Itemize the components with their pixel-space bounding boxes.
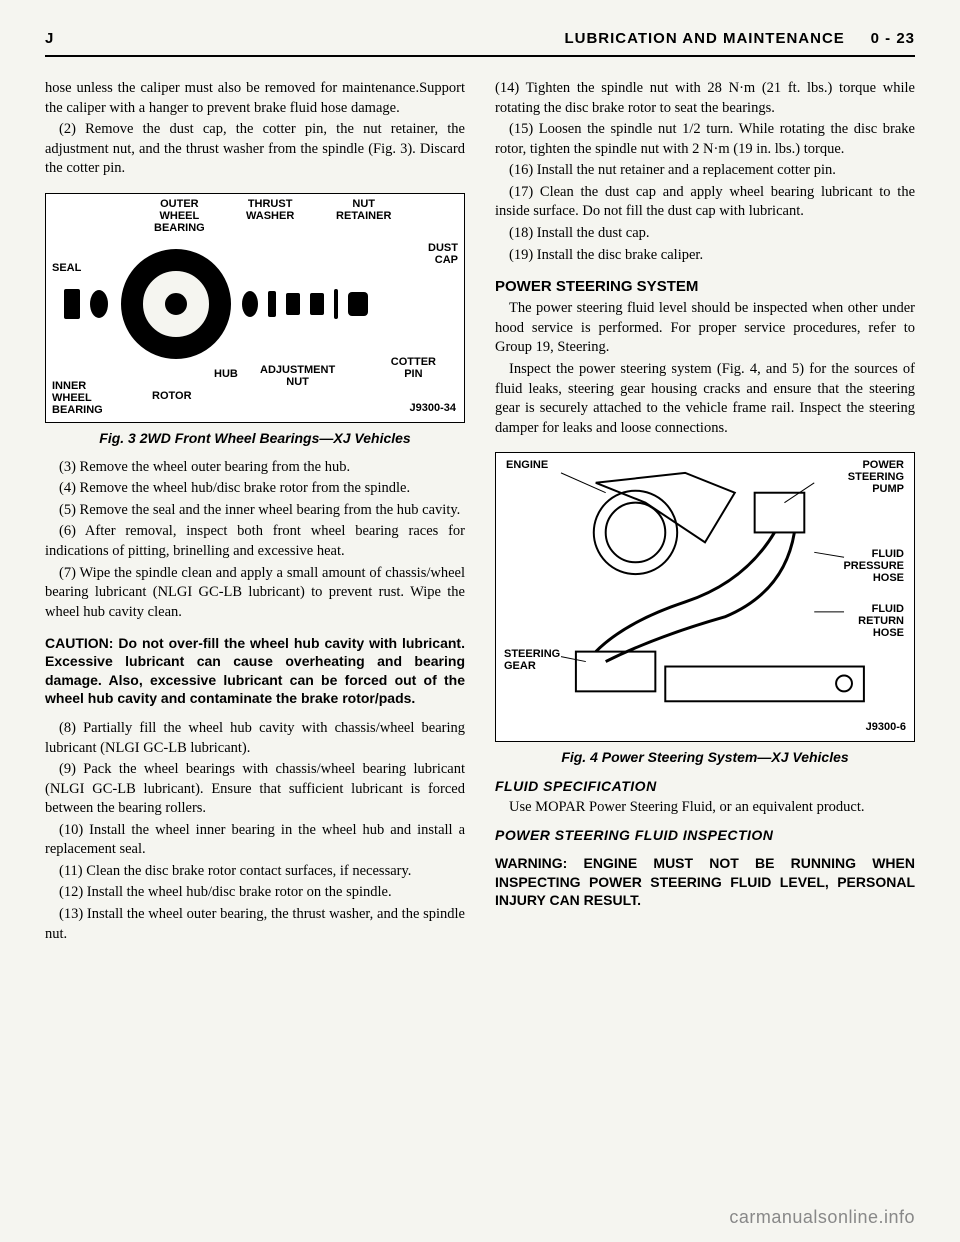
label-adjustment-nut: ADJUSTMENTNUT (260, 364, 335, 388)
para-3: (3) Remove the wheel outer bearing from … (45, 458, 465, 478)
figure-4-ref: J9300-6 (866, 720, 906, 735)
para-6: (6) After removal, inspect both front wh… (45, 522, 465, 561)
content-columns: hose unless the caliper must also be rem… (45, 79, 915, 946)
para-11: (11) Clean the disc brake rotor contact … (45, 862, 465, 882)
para-17: (17) Clean the dust cap and apply wheel … (495, 183, 915, 222)
para-10: (10) Install the wheel inner bearing in … (45, 821, 465, 860)
para-2: (2) Remove the dust cap, the cotter pin,… (45, 120, 465, 179)
para-16: (16) Install the nut retainer and a repl… (495, 161, 915, 181)
label-rotor: ROTOR (152, 390, 192, 402)
watermark: carmanualsonline.info (729, 1207, 915, 1228)
para-4: (4) Remove the wheel hub/disc brake roto… (45, 479, 465, 499)
page-header: J LUBRICATION AND MAINTENANCE 0 - 23 (45, 30, 915, 47)
label-nut-retainer: NUTRETAINER (336, 198, 391, 222)
label-hub: HUB (214, 368, 238, 380)
para-7: (7) Wipe the spindle clean and apply a s… (45, 564, 465, 623)
header-rule (45, 55, 915, 57)
para-5: (5) Remove the seal and the inner wheel … (45, 501, 465, 521)
figure-4-caption: Fig. 4 Power Steering System—XJ Vehicles (495, 748, 915, 767)
figure-4-svg (496, 453, 914, 741)
seal-shape (64, 289, 80, 319)
label-inner-wheel-bearing: INNERWHEELBEARING (52, 380, 103, 416)
para-14: (14) Tighten the spindle nut with 28 N·m… (495, 79, 915, 118)
figure-3-ref: J9300-34 (410, 401, 457, 416)
para-19: (19) Install the disc brake caliper. (495, 246, 915, 266)
header-page: 0 - 23 (871, 30, 915, 47)
subheading-fluid-spec: FLUID SPECIFICATION (495, 777, 915, 796)
para-13: (13) Install the wheel outer bearing, th… (45, 905, 465, 944)
dust-cap-shape (348, 292, 368, 316)
label-dust-cap: DUSTCAP (428, 242, 458, 266)
para-18: (18) Install the dust cap. (495, 224, 915, 244)
para-8: (8) Partially fill the wheel hub cavity … (45, 719, 465, 758)
hub-center (165, 293, 187, 315)
warning-text: WARNING: ENGINE MUST NOT BE RUNNING WHEN… (495, 854, 915, 909)
adj-nut-shape (286, 293, 300, 315)
para-intro: hose unless the caliper must also be rem… (45, 79, 465, 118)
nut-retainer-shape (310, 293, 324, 315)
header-right: LUBRICATION AND MAINTENANCE 0 - 23 (564, 30, 915, 47)
figure-3-box: OUTERWHEELBEARING THRUSTWASHER NUTRETAIN… (45, 193, 465, 423)
label-cotter-pin: COTTERPIN (391, 356, 436, 380)
right-column: (14) Tighten the spindle nut with 28 N·m… (495, 79, 915, 946)
para-ps1: The power steering fluid level should be… (495, 299, 915, 358)
para-12: (12) Install the wheel hub/disc brake ro… (45, 883, 465, 903)
figure-3-caption: Fig. 3 2WD Front Wheel Bearings—XJ Vehic… (45, 429, 465, 448)
figure-4-box: ENGINE POWERSTEERINGPUMP FLUIDPRESSUREHO… (495, 452, 915, 742)
thrust-washer-shape (268, 291, 276, 317)
header-section: LUBRICATION AND MAINTENANCE (564, 30, 844, 47)
para-15: (15) Loosen the spindle nut 1/2 turn. Wh… (495, 120, 915, 159)
heading-power-steering: POWER STEERING SYSTEM (495, 277, 915, 297)
caution-text: CAUTION: Do not over-fill the wheel hub … (45, 634, 465, 707)
para-fluid-spec: Use MOPAR Power Steering Fluid, or an eq… (495, 798, 915, 818)
subheading-fluid-inspection: POWER STEERING FLUID INSPECTION (495, 826, 915, 845)
outer-bearing-shape (242, 291, 258, 317)
label-seal: SEAL (52, 262, 81, 274)
cotter-pin-shape (334, 289, 338, 319)
para-ps2: Inspect the power steering system (Fig. … (495, 360, 915, 438)
inner-bearing-shape (90, 290, 108, 318)
label-thrust-washer: THRUSTWASHER (246, 198, 294, 222)
label-outer-wheel-bearing: OUTERWHEELBEARING (154, 198, 205, 234)
header-left: J (45, 30, 54, 47)
left-column: hose unless the caliper must also be rem… (45, 79, 465, 946)
para-9: (9) Pack the wheel bearings with chassis… (45, 760, 465, 819)
